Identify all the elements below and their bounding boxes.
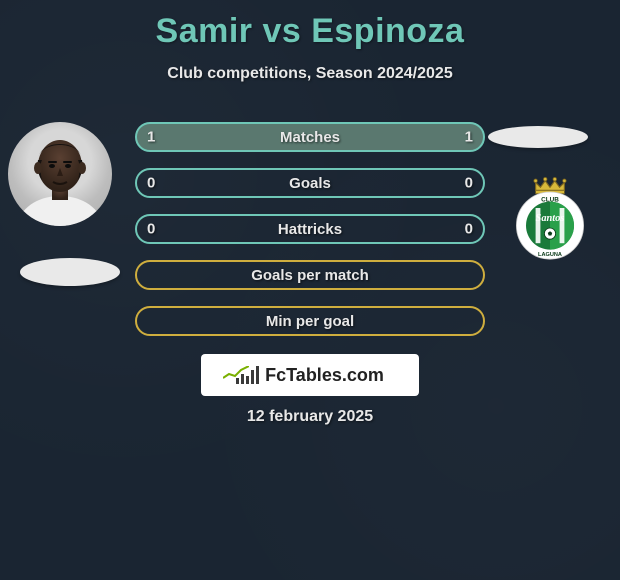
avatar-left-svg bbox=[8, 122, 112, 226]
stat-label: Goals bbox=[289, 175, 331, 192]
stat-value-left: 1 bbox=[147, 129, 155, 146]
stat-value-right: 1 bbox=[465, 129, 473, 146]
stat-value-left: 0 bbox=[147, 221, 155, 238]
stat-row: Matches 1 1 bbox=[135, 122, 485, 152]
crest-label-bottom: LAGUNA bbox=[538, 252, 562, 258]
page-title: Samir vs Espinoza bbox=[0, 12, 620, 51]
stat-row: Hattricks 0 0 bbox=[135, 214, 485, 244]
stat-value-left: 0 bbox=[147, 175, 155, 192]
ellipse-left bbox=[20, 258, 120, 286]
stat-row: Goals 0 0 bbox=[135, 168, 485, 198]
watermark-bars-icon bbox=[236, 366, 259, 384]
date-label: 12 february 2025 bbox=[247, 408, 373, 426]
stat-value-right: 0 bbox=[465, 221, 473, 238]
stat-row: Min per goal bbox=[135, 306, 485, 336]
crest-label-top: CLUB bbox=[541, 197, 559, 204]
stat-value-right: 0 bbox=[465, 175, 473, 192]
stat-label: Hattricks bbox=[278, 221, 342, 238]
comparison-card: Samir vs Espinoza Club competitions, Sea… bbox=[0, 0, 620, 440]
team-right-crest: CLUB Santos LAGUNA bbox=[506, 176, 594, 264]
stat-label: Min per goal bbox=[266, 313, 354, 330]
watermark-text: FcTables.com bbox=[265, 365, 384, 386]
ellipse-right-top bbox=[488, 126, 588, 148]
crest-label-mid: Santos bbox=[536, 213, 565, 224]
stat-row: Goals per match bbox=[135, 260, 485, 290]
stats-container: Matches 1 1 Goals 0 0 Hattricks 0 0 Goals per mat… bbox=[135, 122, 485, 352]
crest-svg: CLUB Santos LAGUNA bbox=[506, 176, 594, 264]
page-subtitle: Club competitions, Season 2024/2025 bbox=[0, 65, 620, 83]
stat-label: Matches bbox=[280, 129, 340, 146]
watermark-badge: FcTables.com bbox=[201, 354, 419, 396]
player-left-avatar bbox=[8, 122, 112, 226]
stat-label: Goals per match bbox=[251, 267, 369, 284]
